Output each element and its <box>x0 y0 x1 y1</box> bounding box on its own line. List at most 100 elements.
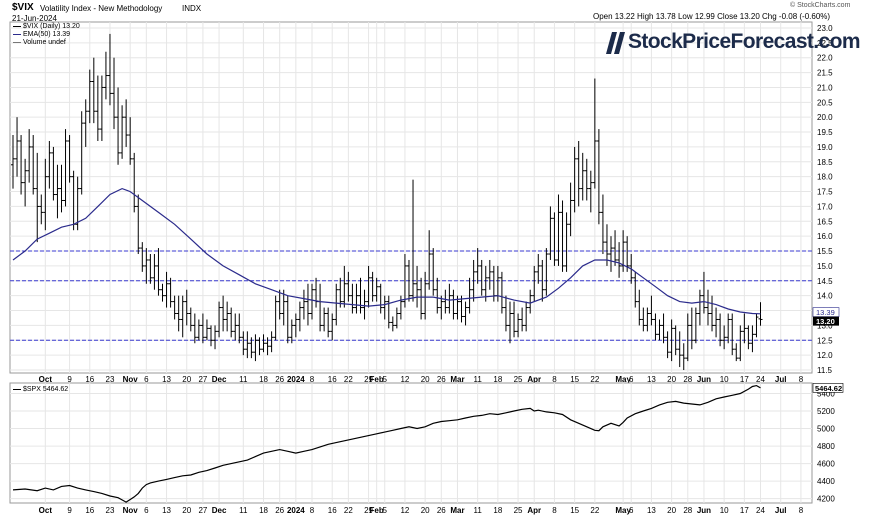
price-bar <box>99 75 104 141</box>
price-bar <box>653 313 658 341</box>
x-tick-label: 11 <box>474 375 483 384</box>
price-bar <box>136 194 141 255</box>
price-bar <box>200 313 205 344</box>
x-tick-label: 20 <box>421 375 430 384</box>
price-bar <box>172 295 177 320</box>
price-bar <box>402 254 407 308</box>
x-tick-label: 17 <box>740 506 749 515</box>
price-bar <box>75 176 80 231</box>
x-tick-label: 20 <box>182 375 191 384</box>
x-tick-label: 12 <box>400 506 409 515</box>
price-bar <box>641 307 646 332</box>
spx-plot-frame <box>9 382 813 504</box>
price-bar <box>15 117 20 177</box>
price-bar <box>322 307 327 332</box>
spx-y-tick-label: 4800 <box>817 442 835 451</box>
price-bar <box>487 259 492 290</box>
price-bar <box>714 307 719 338</box>
price-bar <box>370 271 375 302</box>
vix-y-tick-label: 14.5 <box>817 277 833 286</box>
price-bar <box>697 289 702 326</box>
vix-y-tick-label: 20.0 <box>817 113 833 122</box>
price-bar <box>633 271 638 308</box>
price-bar <box>730 313 735 356</box>
price-bar <box>592 78 597 189</box>
x-tick-label: Nov <box>123 506 139 515</box>
x-tick-label: 6 <box>629 506 634 515</box>
x-tick-label: 22 <box>344 375 353 384</box>
price-bar <box>326 307 331 338</box>
x-tick-label: 29 <box>364 375 373 384</box>
price-bar <box>310 283 315 320</box>
x-tick-label: 18 <box>259 506 268 515</box>
price-bar <box>548 206 553 260</box>
price-bar <box>79 111 84 195</box>
price-bar <box>237 313 242 344</box>
x-tick-label: 9 <box>67 506 72 515</box>
x-tick-label: 28 <box>683 375 692 384</box>
x-tick-label: 13 <box>647 375 656 384</box>
price-bar <box>132 152 137 213</box>
x-tick-label: 5 <box>383 506 388 515</box>
spx-panel: Oct 9 16 23 Nov 6 13 20 27 Dec 11 18 26 2024 8 16 22 29Fe… <box>9 382 844 515</box>
legend-ema-label: EMA(50) 13.39 <box>23 31 71 38</box>
price-bar <box>176 295 181 332</box>
price-bar <box>649 295 654 326</box>
price-bar <box>43 158 48 231</box>
price-bar <box>423 271 428 320</box>
price-bar <box>382 295 387 320</box>
price-bar <box>742 313 747 344</box>
x-tick-label: 6 <box>629 375 634 384</box>
x-tick-label: 18 <box>493 375 502 384</box>
price-bar <box>419 277 424 320</box>
vix-y-tick-label: 16.5 <box>817 217 833 226</box>
price-bar <box>677 331 682 368</box>
price-bar <box>289 319 294 344</box>
price-bar <box>35 152 40 243</box>
price-bar <box>305 283 310 326</box>
price-bar <box>168 277 173 308</box>
legend-vix: $VIX (Daily) 13.20 <box>13 23 80 30</box>
ohlc-readout: Open 13.22 High 13.78 Low 12.99 Close 13… <box>593 12 831 21</box>
price-bar <box>415 265 420 308</box>
price-bar <box>734 343 739 362</box>
price-bar <box>467 277 472 314</box>
x-tick-label: 24 <box>756 375 765 384</box>
price-bar <box>475 248 480 284</box>
vix-y-tick-label: 18.0 <box>817 173 833 182</box>
x-tick-label: 29 <box>364 506 373 515</box>
price-bar <box>47 140 52 189</box>
x-tick-label: 11 <box>474 506 483 515</box>
price-bar <box>758 302 763 326</box>
x-tick-label: 20 <box>182 506 191 515</box>
price-bar <box>297 301 302 332</box>
price-bar <box>188 307 193 332</box>
price-bar <box>160 283 165 302</box>
vix-y-tick-label: 15.5 <box>817 247 833 256</box>
price-bar <box>164 271 169 308</box>
x-tick-label: 15 <box>570 506 579 515</box>
price-bar <box>722 325 727 350</box>
ema-last-value-label: 13.39 <box>816 308 835 317</box>
vix-y-tick-label: 12.0 <box>817 351 833 360</box>
legend-ema-swatch <box>13 33 21 35</box>
x-tick-label: 13 <box>647 506 656 515</box>
price-bar <box>269 331 274 353</box>
x-tick-label: Jun <box>697 375 711 384</box>
price-bar <box>540 259 545 302</box>
x-tick-label: 2024 <box>287 375 305 384</box>
price-bar <box>128 117 133 165</box>
price-bar <box>463 301 468 326</box>
price-bar <box>609 236 614 272</box>
price-bar <box>657 319 662 341</box>
price-bar <box>588 170 593 213</box>
price-bar <box>556 194 561 266</box>
price-bar <box>580 152 585 201</box>
price-bar <box>265 337 270 356</box>
price-bar <box>479 259 484 296</box>
x-tick-label: Mar <box>450 375 464 384</box>
x-tick-label: 20 <box>667 375 676 384</box>
price-bar <box>112 57 117 130</box>
x-tick-label: 27 <box>198 506 207 515</box>
